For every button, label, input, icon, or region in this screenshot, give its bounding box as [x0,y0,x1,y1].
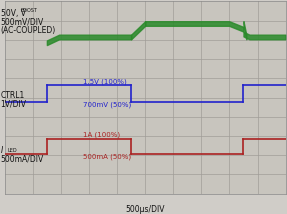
Text: 1V/DIV: 1V/DIV [1,100,26,108]
Text: CTRL1: CTRL1 [1,91,25,100]
Text: I: I [1,146,3,155]
Text: 700mV (50%): 700mV (50%) [83,101,132,108]
Text: 1.5V (100%): 1.5V (100%) [83,78,127,85]
Text: BOOST: BOOST [20,8,37,13]
Text: 500μs/DIV: 500μs/DIV [125,205,165,214]
Text: (AC-COUPLED): (AC-COUPLED) [1,26,56,35]
Text: 50V, V: 50V, V [1,9,26,18]
Text: 500mV/DIV: 500mV/DIV [1,18,44,27]
Text: LED: LED [7,148,17,153]
Text: 1A (100%): 1A (100%) [83,131,121,138]
Text: 500mA/DIV: 500mA/DIV [1,154,44,163]
Text: 500mA (50%): 500mA (50%) [83,153,131,160]
